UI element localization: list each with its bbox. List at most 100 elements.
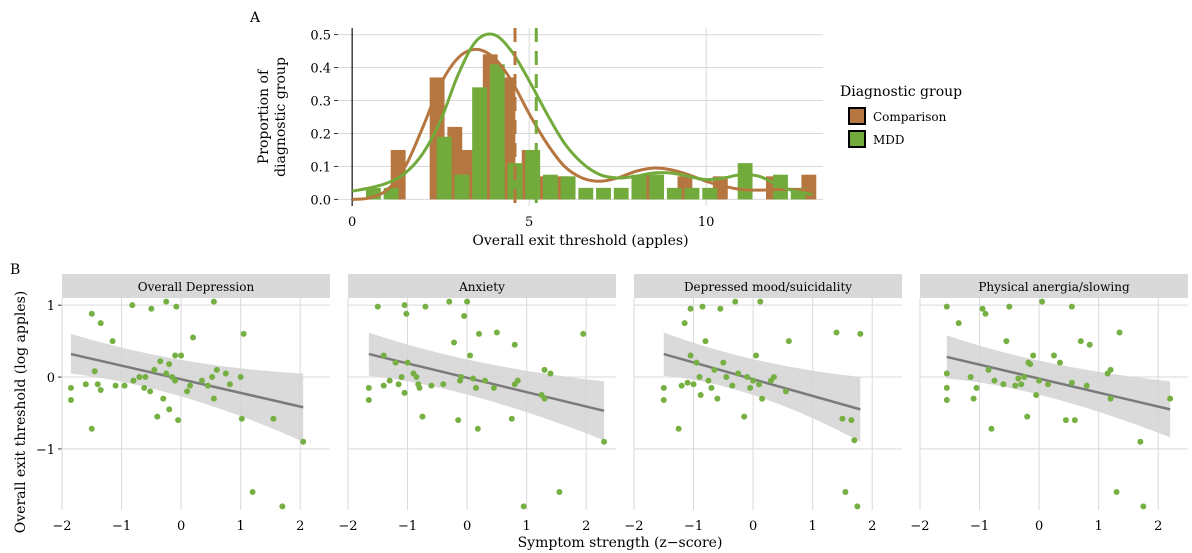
- facet-strip: [62, 274, 330, 298]
- scatter-point: [955, 320, 962, 327]
- scatter-point: [67, 384, 74, 391]
- histogram-y-tick-label: 0.0: [310, 193, 331, 208]
- scatter-point: [249, 489, 256, 496]
- scatter-point: [520, 503, 527, 510]
- scatter-point: [1062, 417, 1069, 424]
- scatter-point: [97, 320, 104, 327]
- scatter-point: [380, 382, 387, 389]
- scatter-point: [178, 352, 185, 359]
- scatter-point: [785, 338, 792, 345]
- confidence-ribbon: [663, 332, 861, 442]
- histogram-y-tick-label: 0.5: [310, 29, 331, 44]
- facet-x-tick-label: 1: [809, 519, 817, 534]
- scatter-point: [209, 374, 216, 381]
- scatter-point: [770, 374, 777, 381]
- scatter-point: [697, 392, 704, 399]
- scatter-point: [943, 397, 950, 404]
- scatter-point: [757, 298, 764, 305]
- scatter-point: [675, 425, 682, 432]
- facet-x-tick-label: −1: [112, 519, 131, 534]
- scatter-point: [446, 298, 453, 305]
- density-curve-comparison: [352, 47, 813, 201]
- scatter-point: [833, 329, 840, 336]
- scatter-point: [154, 413, 161, 420]
- scatter-point: [684, 379, 691, 386]
- scatter-point: [714, 395, 721, 402]
- scatter-point: [404, 359, 411, 366]
- facet-x-tick-label: −2: [910, 519, 929, 534]
- scatter-point: [687, 305, 694, 312]
- facet-x-tick-label: 1: [1095, 519, 1103, 534]
- scatter-point: [416, 384, 423, 391]
- facet-panel: Overall Depression −2 −1 0 1 2: [52, 274, 330, 534]
- bar-mdd: [596, 187, 611, 200]
- scatter-point: [723, 374, 730, 381]
- scatter-point: [458, 374, 465, 381]
- confidence-ribbon: [368, 332, 605, 441]
- facet-x-tick-label: 0: [1035, 519, 1043, 534]
- histogram-bars: [365, 54, 817, 200]
- confidence-ribbon: [70, 333, 304, 442]
- bar-mdd: [472, 87, 488, 200]
- scatter-point: [1086, 341, 1093, 348]
- scatter-point: [82, 381, 89, 388]
- scatter-point: [94, 381, 101, 388]
- scatter-y-tick-label: 1: [47, 299, 55, 314]
- scatter-point: [455, 417, 462, 424]
- scatter-point: [175, 417, 182, 424]
- legend: Diagnostic group Comparison MDD: [840, 84, 962, 148]
- scatter-point: [147, 388, 154, 395]
- scatter-point: [711, 366, 718, 373]
- scatter-point: [1113, 489, 1120, 496]
- scatter-point: [213, 366, 220, 373]
- confidence-ribbon: [946, 335, 1171, 438]
- scatter-point: [690, 381, 697, 388]
- scatter-point: [481, 377, 488, 384]
- facet-strip-label: Overall Depression: [138, 280, 255, 294]
- scatter-point: [511, 341, 518, 348]
- scatter-point: [141, 384, 148, 391]
- scatter-point: [240, 330, 247, 337]
- scatter-point: [464, 298, 471, 305]
- scatter-point: [1036, 377, 1043, 384]
- histogram-y-tick-label: 0.1: [310, 160, 331, 175]
- scatter-point: [190, 334, 197, 341]
- scatter-point: [365, 397, 372, 404]
- scatter-point: [756, 381, 763, 388]
- scatter-point: [88, 425, 95, 432]
- bar-mdd: [525, 149, 541, 200]
- scatter-point: [753, 352, 760, 359]
- scatter-point: [541, 366, 548, 373]
- scatter-point: [842, 489, 849, 496]
- histogram-x-tick-label: 5: [525, 215, 533, 230]
- scatter-point: [1071, 417, 1078, 424]
- scatter-point: [848, 417, 855, 424]
- scatter-point: [470, 375, 477, 382]
- scatter-point: [851, 437, 858, 444]
- scatter-point: [979, 305, 986, 312]
- bar-comparison: [390, 149, 406, 200]
- facet-strip-label: Anxiety: [458, 280, 505, 294]
- scatter-point: [1006, 303, 1013, 310]
- scatter-point: [732, 298, 739, 305]
- facet-x-tick-label: 2: [296, 519, 304, 534]
- scatter-point: [97, 386, 104, 393]
- legend-label-comparison: Comparison: [873, 110, 947, 124]
- histogram-panel: 0.0 0.1 0.2 0.3 0.4 0.5 0 5 10 Overall exit thre…: [256, 28, 823, 249]
- scatter-point: [279, 503, 286, 510]
- scatter-point: [1021, 374, 1028, 381]
- scatter-point: [547, 370, 554, 377]
- scatter-point: [702, 338, 709, 345]
- scatter-point: [473, 384, 480, 391]
- scatter-point: [1030, 352, 1037, 359]
- scatter-point: [172, 377, 179, 384]
- scatter-facets: −1 0 1 Overall Depression −2 −1 0 1 2 Anxiety −2 −1…: [36, 274, 1188, 534]
- scatter-point: [173, 303, 180, 310]
- scatter-point: [374, 303, 381, 310]
- scatter-point: [1068, 379, 1075, 386]
- scatter-point: [476, 330, 483, 337]
- scatter-point: [1018, 381, 1025, 388]
- scatter-point: [67, 397, 74, 404]
- scatter-point: [88, 310, 95, 317]
